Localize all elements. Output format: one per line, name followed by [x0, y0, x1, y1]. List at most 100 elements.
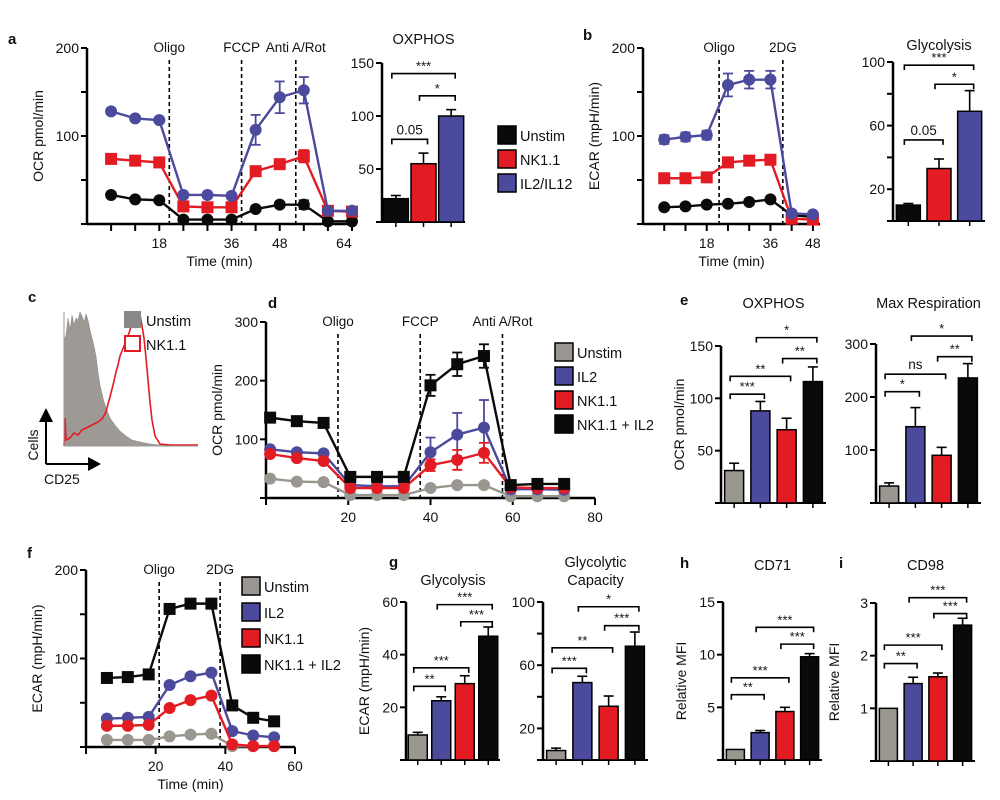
y-axis-label: ECAR (mpH/min) — [356, 627, 372, 735]
injection-label: Oligo — [322, 314, 354, 329]
significance-label: ** — [577, 633, 587, 648]
data-point — [558, 477, 571, 490]
y-tick-label: 200 — [55, 562, 79, 578]
significance-bracket — [883, 662, 918, 669]
legend-panel-a: Unstim NK1.1 IL2/IL12 — [497, 125, 572, 193]
bar-unstim — [545, 749, 567, 761]
significance-bracket — [391, 138, 429, 145]
significance-label: *** — [943, 599, 958, 614]
y-axis-label: Relative MFI — [673, 642, 689, 721]
data-point — [721, 156, 734, 169]
legend-label: NK1.1 — [520, 153, 560, 169]
data-point — [371, 470, 384, 483]
chart-title: Glycolysis — [906, 38, 971, 54]
significance-bracket — [729, 375, 792, 382]
significance-label: *** — [931, 50, 946, 65]
data-point — [531, 477, 544, 490]
data-point — [264, 448, 277, 460]
data-point — [424, 482, 437, 495]
y-tick-label: 150 — [351, 55, 375, 71]
y-tick-label: 100 — [55, 651, 79, 667]
y-tick-label: 100 — [690, 390, 714, 406]
data-point — [477, 446, 490, 459]
data-point — [273, 198, 286, 211]
bar-nk1-1-il2 — [802, 380, 824, 504]
data-point — [321, 215, 334, 228]
significance-label: ** — [950, 342, 960, 357]
series-il2-il12 — [105, 76, 358, 217]
bar-nk1-1 — [410, 162, 437, 223]
data-point — [290, 452, 303, 465]
data-point — [806, 208, 819, 221]
data-point — [721, 197, 734, 210]
bar-nk1-1 — [931, 454, 952, 504]
data-point — [264, 472, 277, 485]
data-point — [247, 711, 260, 724]
x-axis-label: Time (min) — [698, 253, 764, 269]
x-tick-label: 60 — [287, 758, 303, 774]
legend-panel-f: Unstim IL2 NK1.1 NK1.1 + IL2 — [241, 576, 341, 674]
y-tick-label: 2 — [860, 648, 868, 664]
legend-swatch — [497, 173, 517, 193]
data-point — [226, 725, 239, 738]
bar-nk1-1 — [776, 428, 797, 504]
data-point — [100, 719, 113, 732]
cd25-arrow-icon — [88, 457, 101, 471]
chart-title: OXPHOS — [392, 32, 454, 48]
bar-nk1-1-il2 — [799, 656, 820, 761]
y-tick-label: 200 — [56, 40, 80, 56]
data-point — [121, 733, 134, 746]
data-point — [679, 172, 692, 185]
y-axis-label: OCR pmol/min — [209, 364, 225, 456]
data-point — [121, 671, 134, 684]
bar-nk1-1-il2 — [952, 624, 973, 762]
significance-label: * — [939, 321, 944, 336]
data-point — [153, 156, 166, 169]
x-tick-label: 48 — [805, 235, 821, 251]
data-point — [105, 152, 118, 165]
data-point — [142, 733, 155, 746]
significance-label: *** — [562, 653, 577, 668]
significance-label: 0.05 — [911, 123, 937, 138]
data-point — [226, 738, 239, 751]
significance-bracket — [603, 624, 640, 631]
y-axis-label: OCR pmol/min — [30, 90, 46, 182]
data-point — [129, 193, 142, 206]
data-point — [290, 475, 303, 488]
data-point — [764, 153, 777, 166]
data-point — [163, 730, 176, 743]
data-point — [201, 213, 214, 226]
data-point — [273, 91, 286, 104]
x-tick-label: 60 — [505, 509, 521, 525]
data-point — [658, 201, 671, 214]
significance-label: *** — [906, 630, 921, 645]
legend-panel-d: Unstim IL2 NK1.1 NK1.1 + IL2 — [554, 342, 654, 434]
x-tick-label: 18 — [699, 235, 715, 251]
data-point — [317, 416, 330, 429]
data-point — [100, 671, 113, 684]
data-point — [451, 358, 464, 371]
legend-label: NK1.1 — [264, 632, 304, 648]
significance-label: *** — [753, 663, 768, 678]
legend-label: IL2 — [577, 370, 597, 386]
data-point — [142, 668, 155, 681]
data-point — [105, 105, 118, 118]
data-point — [297, 198, 310, 211]
x-tick-label: 36 — [224, 235, 240, 251]
legend-item: Unstim — [497, 125, 565, 145]
significance-label: *** — [614, 611, 629, 626]
y-axis-label: Cells — [25, 429, 41, 460]
y-axis-label: ECAR (mpH/min) — [29, 604, 45, 712]
data-point — [205, 727, 218, 740]
data-point — [201, 201, 214, 214]
legend-label: Unstim — [146, 314, 191, 330]
significance-label: *** — [740, 379, 755, 394]
legend-swatch — [124, 311, 141, 328]
legend-swatch — [554, 414, 574, 434]
data-point — [247, 729, 260, 742]
bar-nk1-1 — [454, 682, 475, 761]
